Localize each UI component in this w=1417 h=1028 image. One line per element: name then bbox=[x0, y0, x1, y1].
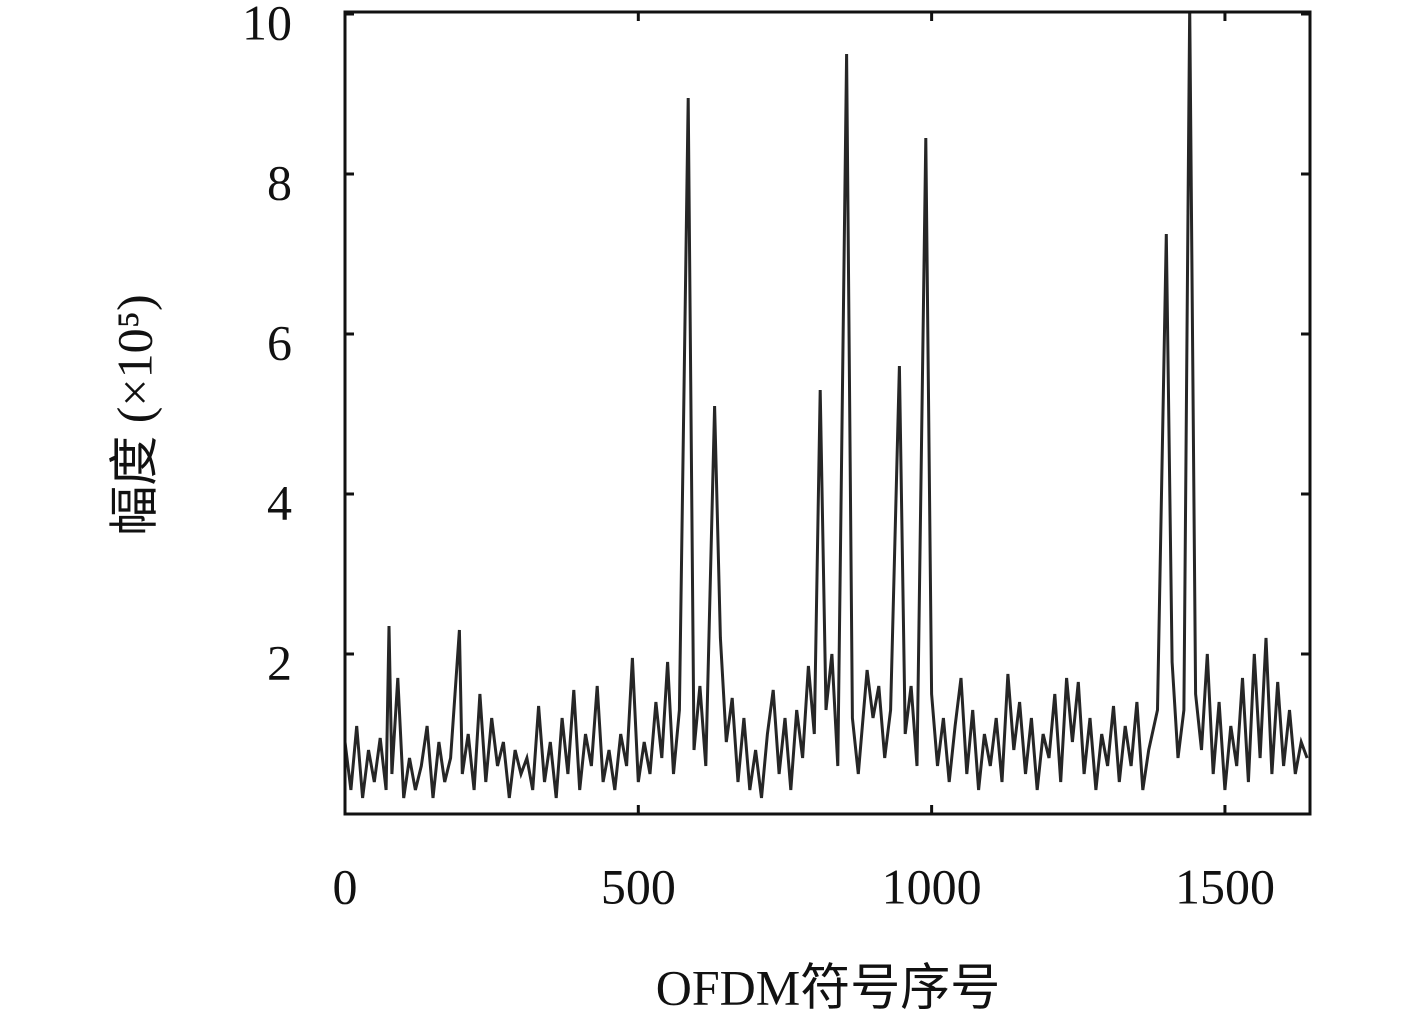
y-tick-label: 6 bbox=[267, 314, 292, 370]
x-tick-label: 500 bbox=[601, 858, 676, 914]
y-tick-label: 2 bbox=[267, 634, 292, 690]
plot-area bbox=[345, 12, 1309, 799]
y-tick-label: 8 bbox=[267, 154, 292, 210]
y-axis-label: 幅度 (×10⁵) bbox=[106, 294, 162, 535]
x-axis-label: OFDM符号序号 bbox=[656, 959, 1000, 1015]
plot-frame bbox=[343, 10, 1312, 816]
x-tick-label: 0 bbox=[333, 858, 358, 914]
signal-line bbox=[345, 12, 1309, 799]
y-tick-label: 4 bbox=[267, 474, 292, 530]
x-tick-label: 1500 bbox=[1175, 858, 1275, 914]
x-tick-label: 1000 bbox=[882, 858, 982, 914]
y-tick-label: 10 bbox=[242, 0, 292, 50]
